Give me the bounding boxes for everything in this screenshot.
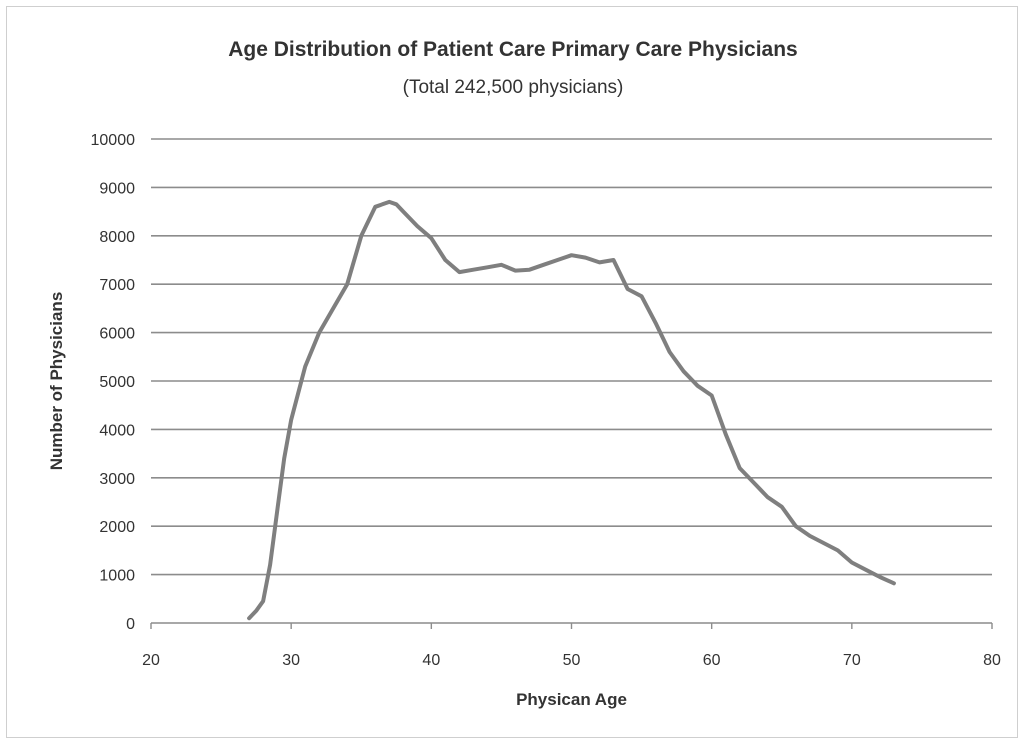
y-tick-label: 10000 xyxy=(91,132,136,149)
x-tick-label: 40 xyxy=(422,652,440,669)
y-tick-label: 1000 xyxy=(99,568,135,585)
chart-subtitle: (Total 242,500 physicians) xyxy=(402,77,624,98)
chart-title: Age Distribution of Patient Care Primary… xyxy=(228,38,798,61)
x-tick-label: 60 xyxy=(703,652,721,669)
x-axis-ticks: 20 30 40 50 60 70 80 xyxy=(142,623,1001,669)
y-tick-label: 9000 xyxy=(99,180,135,197)
x-tick-label: 70 xyxy=(843,652,861,669)
y-tick-label: 2000 xyxy=(99,519,135,536)
chart-frame xyxy=(6,6,1018,738)
x-axis-label: Physican Age xyxy=(516,690,627,709)
x-tick-label: 50 xyxy=(563,652,581,669)
x-tick-label: 20 xyxy=(142,652,160,669)
y-tick-label: 3000 xyxy=(99,471,135,488)
series-line-0 xyxy=(247,199,896,621)
gridlines xyxy=(151,138,992,576)
series-group xyxy=(247,199,896,621)
y-tick-label: 5000 xyxy=(99,374,135,391)
x-tick-label: 80 xyxy=(983,652,1001,669)
y-tick-label: 0 xyxy=(126,616,135,633)
y-tick-label: 8000 xyxy=(99,229,135,246)
y-axis-ticks: 0 1000 2000 3000 4000 5000 6000 7000 8000 9000 100… xyxy=(91,132,136,633)
y-tick-label: 6000 xyxy=(99,326,135,343)
x-tick-label: 30 xyxy=(282,652,300,669)
y-tick-label: 4000 xyxy=(99,422,135,439)
y-tick-label: 7000 xyxy=(99,277,135,294)
y-axis-label: Number of Physicians xyxy=(47,292,66,471)
